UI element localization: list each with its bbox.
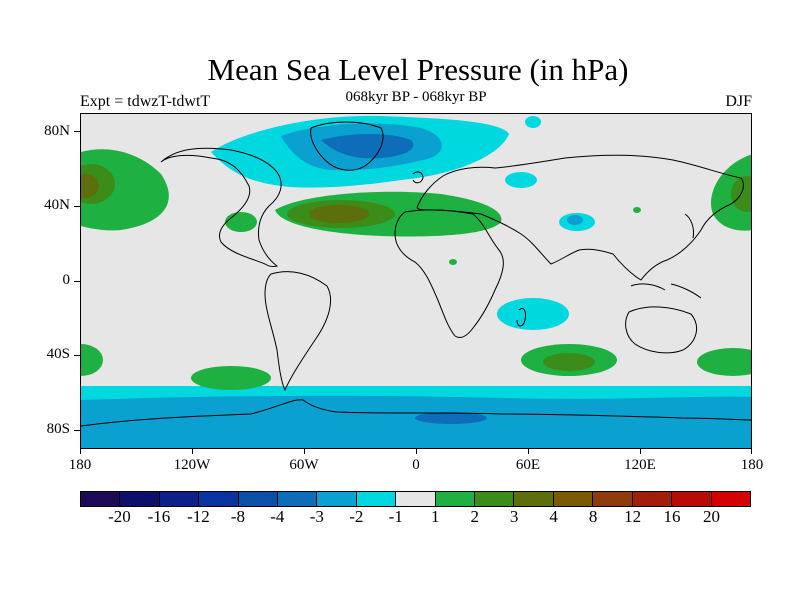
indonesia-outline	[630, 283, 702, 299]
japan-outline	[684, 213, 694, 239]
lat-tick-40n	[74, 206, 80, 207]
colorbar-label: -20	[108, 507, 131, 526]
map-svg	[81, 115, 751, 448]
eurasia-outline	[416, 154, 744, 281]
south-indian-olive	[543, 353, 595, 371]
north-atlantic-dark	[309, 205, 369, 223]
colorbar-box	[435, 492, 476, 506]
lon-tick-60e	[528, 449, 529, 454]
lat-label-0: 0	[62, 272, 71, 288]
experiment-label: Expt = tdwzT-tdwtT	[80, 93, 211, 110]
colorbar-box	[553, 492, 594, 506]
lon-tick-0	[416, 449, 417, 454]
north-pacific-dark-west	[81, 174, 99, 198]
season-label: DJF	[725, 93, 752, 110]
colorbar-label: 2	[470, 507, 479, 526]
colorbar-box	[238, 492, 279, 506]
lon-label-180e: 180	[740, 457, 764, 473]
colorbar-label: -4	[270, 507, 285, 526]
colorbar-box	[278, 492, 318, 506]
lon-tick-180e	[751, 449, 752, 454]
lat-label-80s: 80S	[46, 421, 70, 437]
north-pacific-green-east	[711, 154, 751, 231]
arctic-cyan-patch-east	[525, 116, 541, 128]
colorbar-label: -3	[309, 507, 324, 526]
australia-outline	[625, 306, 698, 354]
colorbar-box	[199, 492, 239, 506]
south-pacific-green-east	[697, 348, 751, 376]
colorbar-label: 8	[588, 507, 598, 526]
colorbar-label: -1	[388, 507, 403, 526]
lat-tick-0	[74, 281, 80, 282]
asia-blue-patch	[567, 215, 583, 225]
colorbar-box	[711, 492, 750, 506]
lat-label-80n: 80N	[44, 123, 70, 139]
antarctica-outline	[81, 399, 751, 427]
siberia-cyan-patch	[505, 172, 537, 188]
colorbar-box	[81, 492, 121, 506]
greenland-outline	[310, 121, 384, 171]
map-title: Mean Sea Level Pressure (in hPa)	[207, 52, 629, 87]
lon-tick-180w	[80, 449, 81, 454]
north-atlantic-small-green	[449, 259, 457, 265]
indian-ocean-cyan	[497, 298, 569, 330]
colorbar-label: 12	[624, 507, 642, 526]
colorbar-box	[593, 492, 633, 506]
pressure-map	[80, 113, 752, 449]
colorbar-box	[514, 492, 554, 506]
lon-tick-120w	[192, 449, 193, 454]
lat-tick-80n	[74, 131, 80, 132]
colorbar-label: -16	[147, 507, 171, 526]
south-america-outline	[264, 271, 331, 392]
colorbar-label: -2	[349, 507, 364, 526]
colorbar-label: 20	[703, 507, 721, 526]
africa-outline	[394, 209, 504, 339]
colorbar-label: -12	[187, 507, 210, 526]
colorbar-box	[396, 492, 436, 506]
colorbar-box	[672, 492, 712, 506]
coastlines	[81, 121, 751, 427]
south-pacific-green-west	[81, 344, 103, 376]
china-small-green	[633, 207, 641, 213]
colorbar-label: 4	[549, 507, 558, 526]
north-america-outline	[160, 147, 282, 267]
lon-tick-60w	[304, 449, 305, 454]
lat-label-40n: 40N	[44, 197, 70, 213]
arctic-deep-region	[321, 134, 414, 159]
colorbar-box	[356, 492, 397, 506]
lat-tick-40s	[74, 355, 80, 356]
colorbar-box	[159, 492, 200, 506]
lon-label-0: 0	[412, 457, 420, 473]
colorbar-box	[317, 492, 357, 506]
colorbar-box	[120, 492, 160, 506]
lon-label-120e: 120E	[624, 457, 656, 473]
colorbar-label: 16	[663, 507, 681, 526]
uk-outline	[412, 171, 424, 184]
lon-label-180w: 180	[68, 457, 92, 473]
colorbar-label: 3	[509, 507, 519, 526]
map-subtitle: 068kyr BP - 068kyr BP	[345, 89, 487, 105]
lat-tick-80s	[74, 430, 80, 431]
north-america-green-patch	[225, 212, 257, 232]
colorbar-labels: -20 -16 -12 -8 -4 -3 -2 -1 1 2 3 4 8 12 16 20	[80, 507, 751, 531]
colorbar-box	[632, 492, 673, 506]
colorbar-box	[475, 492, 515, 506]
colorbar-label: -8	[230, 507, 245, 526]
colorbar-label: 1	[430, 507, 440, 526]
lat-label-40s: 40S	[46, 346, 70, 362]
lon-label-60e: 60E	[515, 457, 541, 473]
lon-label-120w: 120W	[173, 457, 211, 473]
south-atlantic-green	[191, 366, 271, 390]
colorbar	[80, 491, 751, 507]
lon-label-60w: 60W	[289, 457, 319, 473]
madagascar-outline	[516, 307, 526, 327]
southern-dark-patch	[415, 412, 487, 424]
southern-band-blue	[81, 395, 751, 448]
lon-tick-120e	[640, 449, 641, 454]
